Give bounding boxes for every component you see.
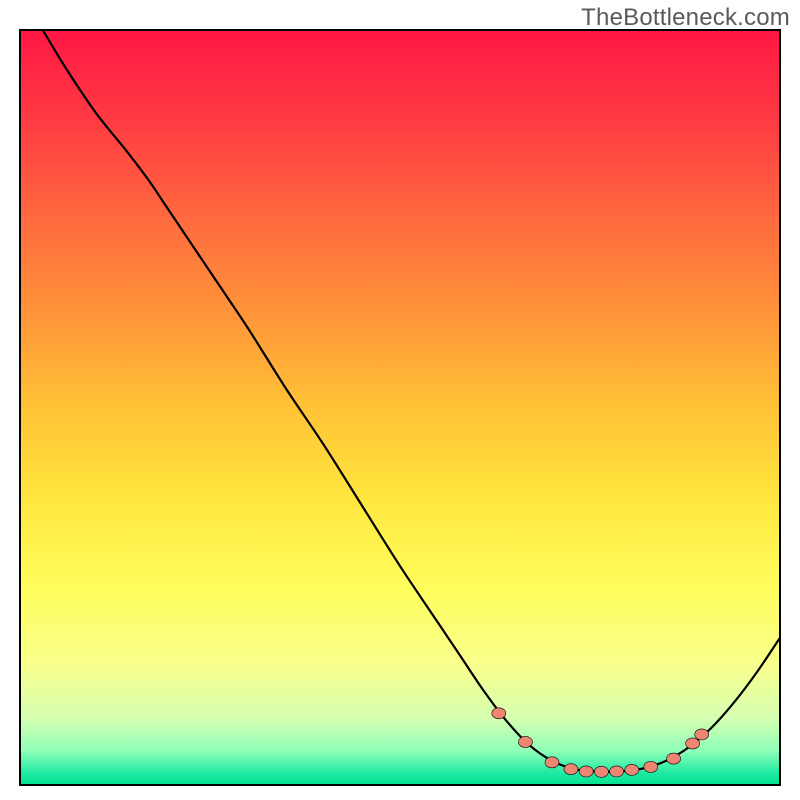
- curve-marker: [625, 764, 639, 775]
- curve-marker: [667, 753, 681, 764]
- curve-marker: [610, 766, 624, 777]
- bottleneck-chart: [0, 0, 800, 800]
- attribution-text: TheBottleneck.com: [581, 4, 790, 32]
- curve-marker: [579, 766, 593, 777]
- curve-marker: [644, 761, 658, 772]
- curve-marker: [594, 766, 608, 777]
- curve-marker: [492, 708, 506, 719]
- curve-marker: [686, 738, 700, 749]
- curve-marker: [695, 729, 709, 740]
- curve-marker: [545, 757, 559, 768]
- curve-marker: [518, 736, 532, 747]
- gradient-background: [20, 30, 780, 785]
- curve-marker: [564, 764, 578, 775]
- chart-container: TheBottleneck.com: [0, 0, 800, 800]
